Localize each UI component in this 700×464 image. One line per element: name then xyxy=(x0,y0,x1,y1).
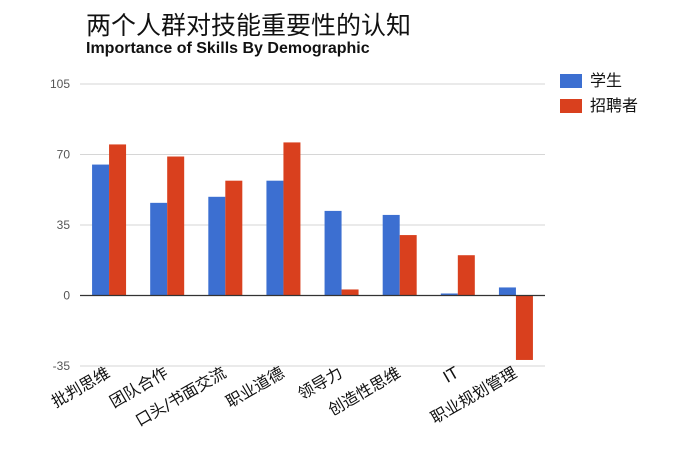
y-tick-label: 35 xyxy=(57,218,71,232)
category-label: 职业道德 xyxy=(222,363,287,411)
y-tick-label: -35 xyxy=(53,359,71,373)
bar-recruiter-7 xyxy=(515,295,533,360)
bar-student-5 xyxy=(382,214,400,296)
bar-recruiter-3 xyxy=(283,142,301,296)
legend-label: 招聘者 xyxy=(590,96,638,115)
legend-swatch xyxy=(560,74,582,88)
chart-title: 两个人群对技能重要性的认知 xyxy=(86,11,412,40)
bars xyxy=(92,142,533,360)
bar-recruiter-4 xyxy=(341,289,359,296)
y-tick-label: 70 xyxy=(57,148,71,162)
bar-student-2 xyxy=(208,196,226,296)
bar-student-3 xyxy=(266,180,284,296)
bar-recruiter-6 xyxy=(457,255,475,296)
legend-label: 学生 xyxy=(590,71,622,90)
legend-swatch xyxy=(560,99,582,113)
bar-student-0 xyxy=(92,164,110,296)
chart-subtitle: Importance of Skills By Demographic xyxy=(86,40,370,57)
y-tick-labels: -35 0 35 70 105 xyxy=(50,77,70,373)
bar-student-6 xyxy=(440,293,458,296)
bar-student-4 xyxy=(324,210,342,296)
y-tick-label: 105 xyxy=(50,77,70,91)
bar-student-7 xyxy=(498,287,516,296)
bar-recruiter-0 xyxy=(109,144,127,296)
y-tick-label: 0 xyxy=(63,289,70,303)
bar-recruiter-1 xyxy=(167,156,185,296)
grid-lines xyxy=(80,83,545,367)
bar-recruiter-5 xyxy=(399,235,417,296)
bar-recruiter-2 xyxy=(225,180,243,296)
bar-student-1 xyxy=(150,202,168,296)
